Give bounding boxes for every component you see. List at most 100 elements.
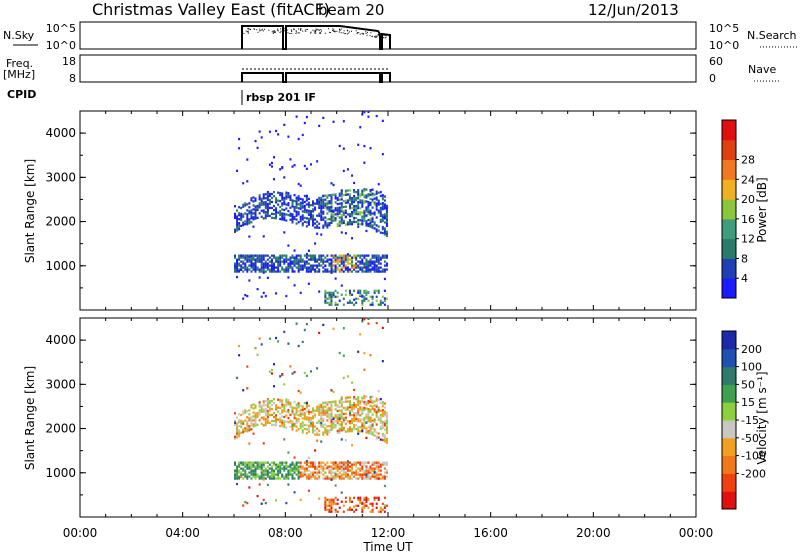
power-cell bbox=[381, 219, 384, 223]
velocity-cell bbox=[324, 405, 327, 408]
velocity-cell bbox=[359, 469, 362, 472]
velocity-cell bbox=[381, 426, 384, 430]
power-cell bbox=[338, 192, 341, 195]
power-cell bbox=[367, 202, 370, 206]
velocity-cell bbox=[375, 410, 378, 414]
velocity-cell bbox=[344, 430, 347, 433]
velocity-cell bbox=[373, 434, 376, 437]
power-cell bbox=[338, 224, 341, 227]
power-cell bbox=[365, 266, 368, 269]
power-cell bbox=[346, 258, 349, 261]
power-cell bbox=[312, 218, 315, 221]
velocity-cell bbox=[318, 471, 321, 474]
velocity-cell bbox=[338, 467, 341, 470]
velocity-cell bbox=[336, 409, 339, 413]
power-cell bbox=[381, 227, 384, 231]
velocity-cell bbox=[266, 483, 269, 487]
velocity-cell bbox=[309, 477, 312, 480]
power-cell bbox=[254, 254, 257, 257]
velocity-cell bbox=[316, 439, 319, 442]
velocity-cell bbox=[371, 469, 374, 472]
velocity-cell bbox=[353, 471, 356, 474]
power-cell bbox=[351, 223, 354, 226]
power-cell bbox=[381, 194, 384, 197]
power-cell bbox=[283, 218, 286, 222]
power-cell bbox=[328, 258, 331, 261]
power-cell bbox=[340, 189, 343, 192]
power-cell bbox=[252, 266, 255, 269]
velocity-cell bbox=[307, 456, 310, 459]
velocity-cell bbox=[326, 466, 329, 470]
power-cell bbox=[295, 206, 298, 209]
power-cell bbox=[377, 211, 380, 214]
power-cell bbox=[262, 256, 265, 259]
velocity-cell bbox=[273, 401, 276, 405]
power-cell bbox=[381, 254, 384, 257]
power-cell bbox=[314, 202, 317, 205]
power-cell bbox=[373, 266, 376, 269]
velocity-cell bbox=[361, 506, 364, 509]
velocity-cell bbox=[338, 431, 341, 434]
power-cell bbox=[256, 254, 259, 257]
velocity-cell bbox=[363, 402, 366, 406]
power-cell bbox=[328, 264, 331, 267]
power-cell bbox=[277, 266, 280, 269]
velocity-cell bbox=[285, 426, 288, 429]
velocity-cell bbox=[324, 500, 327, 503]
power-cell bbox=[258, 212, 261, 215]
velocity-cell bbox=[266, 413, 269, 417]
power-cell bbox=[381, 295, 384, 298]
power-cell bbox=[299, 258, 302, 261]
power-cell bbox=[328, 224, 331, 227]
power-cell bbox=[287, 270, 290, 273]
power-cell bbox=[305, 256, 308, 259]
velocity-cell bbox=[373, 498, 376, 501]
velocity-cell bbox=[299, 463, 302, 466]
power-panel: Slant Range [km] bbox=[23, 110, 697, 311]
power-cell bbox=[326, 297, 329, 300]
velocity-cell bbox=[340, 405, 343, 408]
power-cell bbox=[338, 260, 341, 263]
y-tick-label: 4000 bbox=[45, 126, 76, 140]
velocity-cell bbox=[236, 432, 239, 435]
power-cell bbox=[353, 196, 356, 200]
velocity-cell bbox=[318, 419, 321, 422]
velocity-cell bbox=[236, 475, 239, 478]
velocity-cell bbox=[367, 415, 370, 419]
power-cell bbox=[299, 203, 302, 207]
velocity-cell bbox=[252, 473, 255, 476]
velocity-cell bbox=[312, 465, 315, 468]
velocity-cell bbox=[340, 423, 343, 426]
power-cell bbox=[365, 258, 368, 261]
power-cell bbox=[283, 176, 286, 179]
power-cell bbox=[266, 190, 269, 194]
power-cell bbox=[330, 268, 333, 271]
velocity-cell bbox=[307, 410, 310, 413]
velocity-cell bbox=[322, 423, 325, 426]
power-cell bbox=[353, 188, 356, 192]
velocity-cell bbox=[330, 424, 333, 428]
velocity-cell bbox=[238, 425, 241, 428]
power-cell bbox=[344, 201, 347, 204]
velocity-ylabel: Slant Range [km] bbox=[23, 366, 37, 470]
power-cell bbox=[285, 197, 288, 200]
velocity-cell bbox=[375, 473, 378, 476]
velocity-cell bbox=[377, 406, 380, 409]
power-cell bbox=[348, 291, 351, 294]
power-cell bbox=[353, 198, 356, 202]
velocity-cell bbox=[369, 400, 372, 404]
velocity-cell bbox=[301, 429, 304, 432]
power-cell bbox=[334, 301, 337, 304]
power-cell bbox=[361, 219, 364, 222]
power-cell bbox=[238, 214, 241, 217]
power-cell bbox=[355, 206, 358, 210]
velocity-cell bbox=[344, 408, 347, 411]
velocity-cell bbox=[332, 467, 335, 470]
velocity-cell bbox=[268, 467, 271, 470]
power-cell bbox=[322, 206, 325, 209]
velocity-cell bbox=[367, 411, 370, 415]
velocity-cell bbox=[307, 408, 310, 411]
velocity-cell bbox=[351, 444, 354, 447]
nsky-label: N.Sky bbox=[3, 29, 35, 42]
velocity-cell bbox=[324, 429, 327, 432]
